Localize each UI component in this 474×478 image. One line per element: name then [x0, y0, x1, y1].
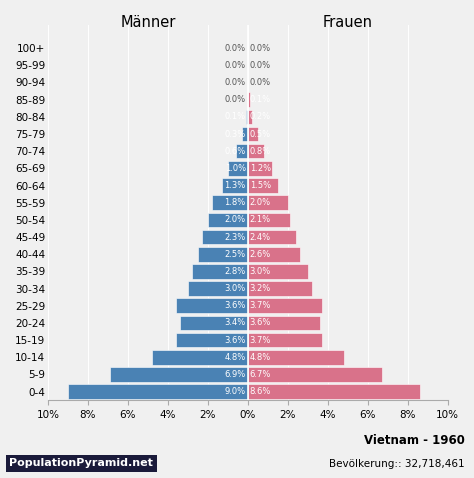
Bar [68, 384, 248, 399]
Text: 3.0%: 3.0% [225, 284, 246, 293]
Bar [242, 127, 248, 141]
Text: 0.3%: 0.3% [225, 130, 246, 139]
Text: 2.3%: 2.3% [225, 233, 246, 241]
Text: 3.6%: 3.6% [250, 318, 271, 327]
Bar [248, 264, 308, 279]
Bar [202, 230, 248, 244]
Text: 0.0%: 0.0% [225, 61, 246, 70]
Text: 3.6%: 3.6% [224, 301, 246, 310]
Text: Vietnam - 1960: Vietnam - 1960 [364, 434, 465, 447]
Bar [248, 127, 258, 141]
Text: 0.0%: 0.0% [250, 43, 271, 53]
Text: 3.7%: 3.7% [250, 336, 271, 345]
Bar [248, 367, 382, 382]
Text: 9.0%: 9.0% [225, 387, 246, 396]
Bar [248, 282, 312, 296]
Text: 2.4%: 2.4% [250, 233, 271, 241]
Text: 2.1%: 2.1% [250, 216, 271, 224]
Text: 3.6%: 3.6% [224, 336, 246, 345]
Text: 0.5%: 0.5% [250, 130, 271, 139]
Text: 0.0%: 0.0% [225, 43, 246, 53]
Bar [110, 367, 248, 382]
Bar [248, 384, 419, 399]
Text: 3.7%: 3.7% [250, 301, 271, 310]
Text: 8.6%: 8.6% [250, 387, 271, 396]
Bar [248, 196, 288, 210]
Bar [212, 196, 248, 210]
Bar [248, 109, 252, 124]
Text: 0.0%: 0.0% [225, 78, 246, 87]
Text: 1.5%: 1.5% [250, 181, 271, 190]
Bar [236, 144, 248, 159]
Text: 1.3%: 1.3% [225, 181, 246, 190]
Text: Frauen: Frauen [323, 15, 373, 30]
Text: 3.2%: 3.2% [250, 284, 271, 293]
Bar [248, 92, 250, 107]
Bar [188, 282, 248, 296]
Bar [176, 298, 248, 313]
Text: 2.6%: 2.6% [250, 250, 271, 259]
Bar [248, 350, 344, 365]
Text: 1.0%: 1.0% [225, 164, 246, 173]
Bar [248, 333, 322, 348]
Text: Bevölkerung:: 32,718,461: Bevölkerung:: 32,718,461 [329, 459, 465, 469]
Bar [152, 350, 248, 365]
Text: 6.7%: 6.7% [250, 370, 271, 379]
Text: 2.0%: 2.0% [225, 216, 246, 224]
Bar [208, 213, 248, 227]
Text: 3.4%: 3.4% [225, 318, 246, 327]
Text: 0.6%: 0.6% [225, 147, 246, 156]
Text: 2.0%: 2.0% [250, 198, 271, 207]
Bar [246, 109, 248, 124]
Text: 2.8%: 2.8% [225, 267, 246, 276]
Bar [248, 161, 272, 176]
Bar [248, 213, 290, 227]
Text: 0.2%: 0.2% [250, 112, 271, 121]
Text: 0.8%: 0.8% [250, 147, 271, 156]
Text: 3.0%: 3.0% [250, 267, 271, 276]
Text: PopulationPyramid.net: PopulationPyramid.net [9, 458, 154, 468]
Bar [248, 144, 264, 159]
Text: 6.9%: 6.9% [225, 370, 246, 379]
Bar [180, 315, 248, 330]
Text: Männer: Männer [120, 15, 175, 30]
Text: 1.2%: 1.2% [250, 164, 271, 173]
Text: 0.0%: 0.0% [250, 78, 271, 87]
Bar [198, 247, 248, 261]
Text: 0.0%: 0.0% [225, 95, 246, 104]
Text: 4.8%: 4.8% [250, 353, 271, 362]
Bar [248, 298, 322, 313]
Bar [192, 264, 248, 279]
Bar [176, 333, 248, 348]
Text: 1.8%: 1.8% [225, 198, 246, 207]
Bar [248, 178, 278, 193]
Text: 4.8%: 4.8% [225, 353, 246, 362]
Text: 0.1%: 0.1% [225, 112, 246, 121]
Bar [248, 230, 296, 244]
Text: 0.0%: 0.0% [250, 61, 271, 70]
Text: 0.1%: 0.1% [250, 95, 271, 104]
Bar [222, 178, 248, 193]
Text: 2.5%: 2.5% [225, 250, 246, 259]
Bar [248, 315, 319, 330]
Bar [248, 247, 300, 261]
Bar [228, 161, 248, 176]
